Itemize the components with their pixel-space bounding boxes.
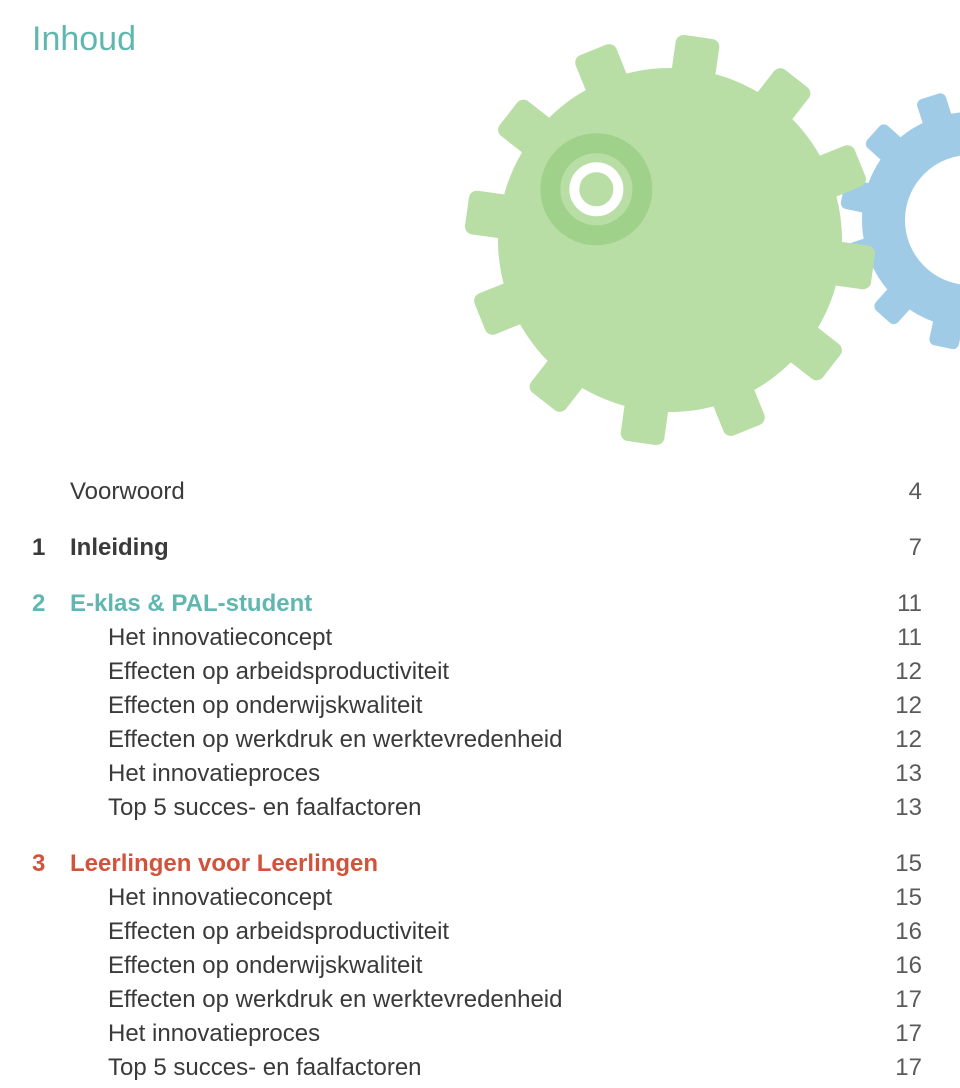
toc-spacer — [32, 568, 922, 590]
toc-label: Leerlingen voor Leerlingen — [70, 850, 862, 878]
toc-page: 7 — [862, 534, 922, 562]
green-gear-icon — [438, 20, 901, 460]
toc-label: Effecten op werkdruk en werktevredenheid — [70, 986, 862, 1014]
toc-label: Top 5 succes- en faalfactoren — [70, 1054, 862, 1082]
toc-spacer — [32, 828, 922, 850]
toc-label: Effecten op onderwijskwaliteit — [70, 692, 862, 720]
toc-page: 17 — [862, 1054, 922, 1082]
toc-row: Voorwoord4 — [32, 478, 922, 506]
toc-page: 11 — [862, 590, 922, 618]
toc-number: 1 — [32, 534, 70, 562]
toc-page: 16 — [862, 918, 922, 946]
toc-number: 3 — [32, 850, 70, 878]
toc-page: 15 — [862, 884, 922, 912]
toc-row: Effecten op onderwijskwaliteit12 — [32, 692, 922, 720]
toc-row: Effecten op arbeidsproductiviteit16 — [32, 918, 922, 946]
toc-row: 2E-klas & PAL-student11 — [32, 590, 922, 618]
toc-spacer — [32, 512, 922, 534]
toc-page: 15 — [862, 850, 922, 878]
blue-gear-icon — [816, 66, 960, 374]
gears-decoration — [310, 20, 960, 460]
toc-label: Inleiding — [70, 534, 862, 562]
toc-row: Het innovatieconcept11 — [32, 624, 922, 652]
toc-row: Top 5 succes- en faalfactoren13 — [32, 794, 922, 822]
toc-label: Het innovatieproces — [70, 760, 862, 788]
toc-label: Voorwoord — [70, 478, 862, 506]
toc-row: Effecten op arbeidsproductiviteit12 — [32, 658, 922, 686]
toc-page: 17 — [862, 986, 922, 1014]
toc-label: Het innovatieconcept — [70, 624, 862, 652]
toc-row: Het innovatieproces17 — [32, 1020, 922, 1048]
toc-page: 4 — [862, 478, 922, 506]
toc-page: 13 — [862, 760, 922, 788]
toc-row: Top 5 succes- en faalfactoren17 — [32, 1054, 922, 1082]
toc-page: 12 — [862, 658, 922, 686]
toc-label: Effecten op arbeidsproductiviteit — [70, 658, 862, 686]
toc-page: 11 — [862, 624, 922, 652]
toc-row: Het innovatieconcept15 — [32, 884, 922, 912]
toc-page: 12 — [862, 692, 922, 720]
toc-page: 13 — [862, 794, 922, 822]
toc-row: 1Inleiding7 — [32, 534, 922, 562]
toc-label: Het innovatieconcept — [70, 884, 862, 912]
table-of-contents: Voorwoord4 1Inleiding7 2E-klas & PAL-stude… — [32, 478, 922, 1088]
toc-label: Top 5 succes- en faalfactoren — [70, 794, 862, 822]
toc-label: Effecten op arbeidsproductiviteit — [70, 918, 862, 946]
toc-row: Effecten op werkdruk en werktevredenheid… — [32, 726, 922, 754]
toc-page: 12 — [862, 726, 922, 754]
toc-label: Effecten op werkdruk en werktevredenheid — [70, 726, 862, 754]
toc-row: Effecten op onderwijskwaliteit16 — [32, 952, 922, 980]
page-title: Inhoud — [32, 20, 136, 59]
toc-number: 2 — [32, 590, 70, 618]
toc-page: 16 — [862, 952, 922, 980]
toc-row: Het innovatieproces13 — [32, 760, 922, 788]
toc-label: E-klas & PAL-student — [70, 590, 862, 618]
toc-label: Effecten op onderwijskwaliteit — [70, 952, 862, 980]
toc-row: 3Leerlingen voor Leerlingen15 — [32, 850, 922, 878]
toc-label: Het innovatieproces — [70, 1020, 862, 1048]
toc-row: Effecten op werkdruk en werktevredenheid… — [32, 986, 922, 1014]
toc-page: 17 — [862, 1020, 922, 1048]
